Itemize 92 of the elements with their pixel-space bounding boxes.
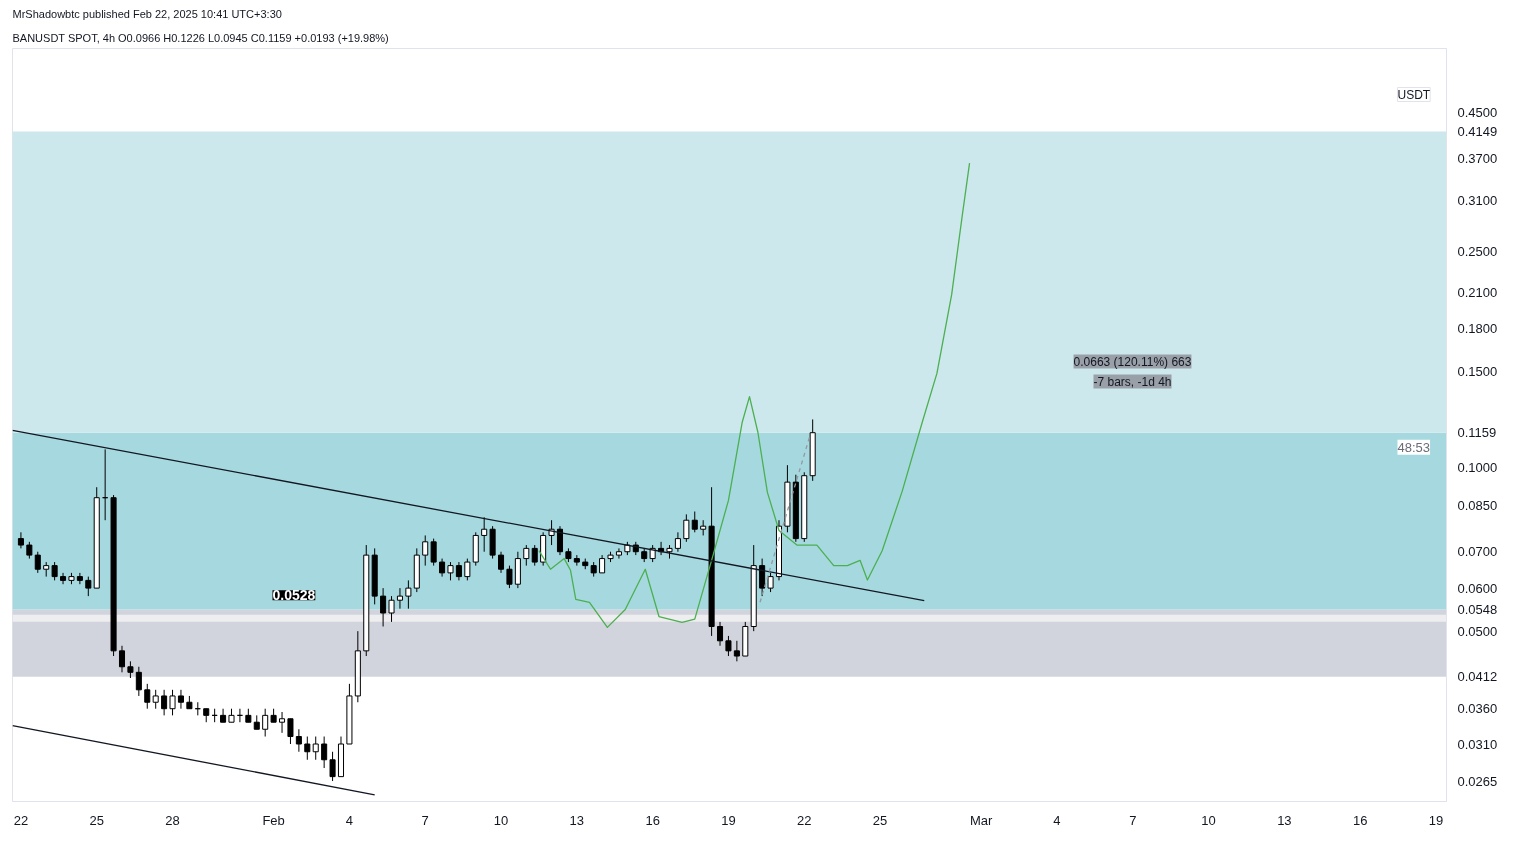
candlestick bbox=[135, 666, 142, 697]
ref-line-label: 0.0528 bbox=[272, 587, 316, 604]
y-tick-label: 0.0310 bbox=[1457, 736, 1498, 752]
candlestick bbox=[169, 689, 176, 716]
candlestick bbox=[51, 561, 58, 581]
candlestick bbox=[717, 621, 724, 647]
y-tick-label: 0.3700 bbox=[1457, 151, 1498, 167]
y-tick-label: 0.1159 bbox=[1457, 425, 1497, 441]
candlestick bbox=[556, 525, 564, 556]
y-tick-label: 0.3100 bbox=[1457, 192, 1498, 208]
x-tick-label: 4 bbox=[345, 812, 354, 828]
candlestick bbox=[17, 531, 24, 549]
candlestick bbox=[262, 708, 269, 738]
x-tick-label: 10 bbox=[493, 812, 509, 828]
y-tick-label: 0.0700 bbox=[1457, 544, 1498, 560]
x-tick-label: Mar bbox=[969, 812, 993, 828]
candlestick bbox=[85, 576, 92, 597]
candlestick bbox=[725, 635, 732, 657]
candlestick bbox=[430, 538, 437, 567]
x-tick-label: 28 bbox=[165, 812, 180, 828]
x-tick-label: 13 bbox=[569, 812, 585, 828]
y-tick-label: 0.1000 bbox=[1457, 460, 1498, 476]
candlestick bbox=[506, 565, 513, 589]
candlestick bbox=[321, 736, 328, 769]
x-tick-label: 16 bbox=[645, 812, 660, 828]
candlestick bbox=[34, 551, 41, 574]
candlestick bbox=[498, 551, 505, 574]
candlestick bbox=[287, 718, 294, 745]
y-tick-label: 0.2100 bbox=[1457, 284, 1498, 300]
x-tick-label: 13 bbox=[1277, 812, 1292, 828]
candlestick bbox=[144, 683, 151, 710]
candlestick bbox=[279, 711, 286, 734]
x-tick-label: 10 bbox=[1201, 812, 1216, 828]
text: MrShadowbtc published Feb 22, 2025 10:41 UTC+3:30 bbox=[12, 7, 282, 20]
x-tick-label: 7 bbox=[1129, 812, 1137, 828]
candlestick bbox=[76, 572, 83, 585]
candlestick bbox=[329, 751, 336, 782]
y-tick-label: 0.0360 bbox=[1457, 701, 1498, 717]
x-tick-label: Feb bbox=[262, 812, 285, 828]
x-tick-label: 25 bbox=[89, 812, 104, 828]
candlestick bbox=[161, 689, 168, 716]
y-tick-label: 0.4500 bbox=[1457, 104, 1498, 120]
candlestick bbox=[733, 640, 740, 662]
x-tick-label: 4 bbox=[1053, 812, 1061, 828]
candlestick bbox=[767, 572, 774, 593]
candlestick bbox=[447, 561, 454, 581]
candlestick bbox=[60, 572, 67, 585]
candlestick bbox=[455, 561, 462, 581]
y-tick-label: 0.4149 bbox=[1457, 124, 1498, 140]
x-tick-label: 7 bbox=[421, 812, 429, 828]
x-tick-label: 16 bbox=[1352, 812, 1368, 828]
candlestick bbox=[220, 708, 227, 723]
candlestick bbox=[523, 544, 530, 567]
candlestick bbox=[422, 534, 429, 567]
candlestick bbox=[396, 587, 403, 610]
candlestick bbox=[439, 558, 446, 578]
x-tick-label: 22 bbox=[13, 812, 29, 828]
chart-title: BANUSDT SPOT, 4h O0.0966 H0.1226 L0.0945 C0.1159 +0.0193 (+19.98%) bbox=[12, 31, 389, 44]
candlestick bbox=[531, 544, 538, 567]
x-tick-label: 19 bbox=[721, 812, 736, 828]
candlestick bbox=[152, 689, 159, 710]
y-tick-label: 0.0850 bbox=[1457, 498, 1498, 514]
x-tick-label: 25 bbox=[872, 812, 888, 828]
candlestick bbox=[615, 547, 622, 560]
candlestick bbox=[674, 531, 681, 553]
y-tick-label: 0.2500 bbox=[1457, 243, 1498, 259]
candlestick bbox=[295, 728, 302, 753]
candlestick bbox=[380, 587, 387, 627]
y-tick-label: 0.0412 bbox=[1457, 669, 1498, 685]
y-tick-label: 0.1500 bbox=[1457, 364, 1498, 380]
candlestick bbox=[759, 558, 766, 597]
candlestick bbox=[388, 595, 395, 623]
annotation: 48:53 bbox=[1397, 439, 1431, 455]
candlestick bbox=[683, 513, 690, 543]
y-tick-label: 0.0600 bbox=[1457, 580, 1498, 596]
candlestick bbox=[177, 689, 184, 710]
y-tick-label: 0.0548 bbox=[1457, 602, 1498, 618]
candlestick bbox=[405, 579, 412, 610]
candlestick bbox=[481, 516, 488, 553]
x-tick-label: 19 bbox=[1428, 812, 1444, 828]
y-tick-label: 0.1800 bbox=[1457, 321, 1498, 337]
candlestick bbox=[118, 645, 126, 673]
y-tick-label: 0.0500 bbox=[1457, 623, 1498, 639]
annotation: 0.0663 (120.11%) 663 bbox=[1073, 354, 1192, 369]
candlestick bbox=[304, 736, 311, 761]
annotation: -7 bars, -1d 4h bbox=[1093, 374, 1172, 389]
annotation: USDT bbox=[1397, 87, 1431, 102]
candlestick bbox=[464, 558, 471, 581]
y-tick-label: 0.0265 bbox=[1457, 773, 1498, 789]
candlestick bbox=[312, 736, 319, 761]
x-tick-label: 22 bbox=[797, 812, 812, 828]
candlestick bbox=[691, 511, 698, 533]
